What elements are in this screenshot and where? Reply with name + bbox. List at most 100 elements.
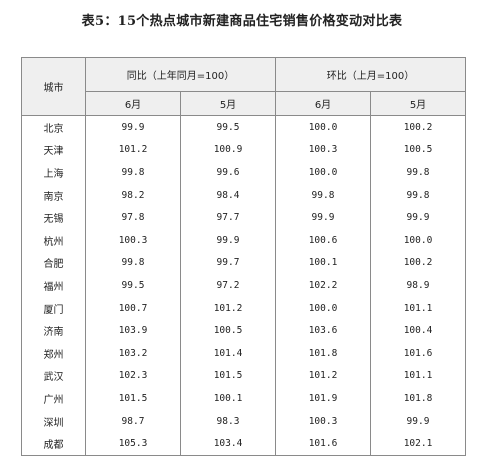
- mom-june-cell: 100.6: [275, 228, 371, 252]
- city-cell: 武汉: [21, 364, 86, 388]
- yoy-june-cell: 98.7: [85, 409, 181, 433]
- mom-may-cell: 100.2: [370, 115, 466, 139]
- mom-may-cell: 100.0: [370, 228, 466, 252]
- mom-may-cell: 99.8: [370, 183, 466, 207]
- mom-june-cell: 100.3: [275, 409, 371, 433]
- mom-may-cell: 100.5: [370, 138, 466, 162]
- mom-june-cell: 101.2: [275, 364, 371, 388]
- mom-may-cell: 101.1: [370, 364, 466, 388]
- table-title: 表5：15个热点城市新建商品住宅销售价格变动对比表: [81, 14, 403, 29]
- mom-june-cell: 101.9: [275, 387, 371, 410]
- mom-june-cell: 100.3: [275, 138, 371, 162]
- yoy-june-cell: 103.9: [85, 319, 181, 342]
- yoy-may-cell: 99.7: [180, 251, 276, 275]
- mom-june-cell: 99.9: [275, 206, 371, 229]
- price-comparison-table: 城市 同比（上年同月=100） 环比（上月=100） 6月 5月 6月 5月 北…: [21, 57, 466, 456]
- yoy-may-cell: 99.6: [180, 161, 276, 184]
- yoy-june-cell: 99.5: [85, 274, 181, 297]
- mom-june-cell: 102.2: [275, 274, 371, 297]
- table-body: 北京 99.9 99.5 100.0 100.2 天津 101.2 100.9 100.3 100…: [21, 115, 466, 456]
- yoy-may-cell: 101.2: [180, 296, 276, 320]
- mom-june-cell: 100.0: [275, 296, 371, 320]
- yoy-june-cell: 103.2: [85, 341, 181, 365]
- mom-june-cell: 99.8: [275, 183, 371, 207]
- yoy-may-cell: 100.1: [180, 387, 276, 410]
- mom-may-cell: 100.4: [370, 319, 466, 342]
- mom-may-cell: 99.9: [370, 409, 466, 433]
- yoy-june-cell: 98.2: [85, 183, 181, 207]
- mom-group-header: 环比（上月=100）: [275, 57, 466, 92]
- table-row: 深圳 98.7 98.3 100.3 99.9: [21, 409, 466, 433]
- yoy-may-cell: 99.9: [180, 228, 276, 252]
- yoy-june-cell: 99.9: [85, 115, 181, 139]
- yoy-may-cell: 101.5: [180, 364, 276, 388]
- mom-june-cell: 101.8: [275, 341, 371, 365]
- table-row: 济南 103.9 100.5 103.6 100.4: [21, 319, 466, 342]
- city-cell: 广州: [21, 387, 86, 410]
- yoy-june-cell: 97.8: [85, 206, 181, 229]
- mom-may-cell: 99.9: [370, 206, 466, 229]
- yoy-may-cell: 99.5: [180, 115, 276, 139]
- table-row: 广州 101.5 100.1 101.9 101.8: [21, 387, 466, 410]
- yoy-june-cell: 101.2: [85, 138, 181, 162]
- yoy-june-cell: 100.7: [85, 296, 181, 320]
- table-row: 厦门 100.7 101.2 100.0 101.1: [21, 296, 466, 320]
- mom-june-cell: 100.1: [275, 251, 371, 275]
- city-cell: 无锡: [21, 206, 86, 229]
- yoy-june-cell: 99.8: [85, 251, 181, 275]
- table-row: 北京 99.9 99.5 100.0 100.2: [21, 115, 466, 139]
- table-row: 合肥 99.8 99.7 100.1 100.2: [21, 251, 466, 275]
- yoy-may-header: 5月: [180, 91, 276, 116]
- mom-may-cell: 101.8: [370, 387, 466, 410]
- yoy-may-cell: 97.7: [180, 206, 276, 229]
- city-cell: 郑州: [21, 341, 86, 365]
- yoy-may-cell: 103.4: [180, 432, 276, 456]
- table-row: 福州 99.5 97.2 102.2 98.9: [21, 274, 466, 297]
- city-column-header: 城市: [21, 57, 86, 116]
- yoy-may-cell: 100.5: [180, 319, 276, 342]
- yoy-may-cell: 98.4: [180, 183, 276, 207]
- mom-may-cell: 102.1: [370, 432, 466, 456]
- mom-may-cell: 98.9: [370, 274, 466, 297]
- city-cell: 杭州: [21, 228, 86, 252]
- table-row: 郑州 103.2 101.4 101.8 101.6: [21, 341, 466, 365]
- mom-june-cell: 103.6: [275, 319, 371, 342]
- city-cell: 北京: [21, 115, 86, 139]
- yoy-june-cell: 100.3: [85, 228, 181, 252]
- mom-june-cell: 100.0: [275, 161, 371, 184]
- yoy-june-cell: 101.5: [85, 387, 181, 410]
- city-cell: 南京: [21, 183, 86, 207]
- table-row: 武汉 102.3 101.5 101.2 101.1: [21, 364, 466, 388]
- city-cell: 福州: [21, 274, 86, 297]
- yoy-june-cell: 99.8: [85, 161, 181, 184]
- table-row: 上海 99.8 99.6 100.0 99.8: [21, 161, 466, 184]
- table-row: 成都 105.3 103.4 101.6 102.1: [21, 432, 466, 456]
- yoy-june-header: 6月: [85, 91, 181, 116]
- yoy-group-header: 同比（上年同月=100）: [85, 57, 276, 92]
- mom-june-cell: 100.0: [275, 115, 371, 139]
- yoy-june-cell: 105.3: [85, 432, 181, 456]
- yoy-may-cell: 100.9: [180, 138, 276, 162]
- yoy-may-cell: 101.4: [180, 341, 276, 365]
- city-cell: 济南: [21, 319, 86, 342]
- mom-june-cell: 101.6: [275, 432, 371, 456]
- mom-may-cell: 100.2: [370, 251, 466, 275]
- city-cell: 深圳: [21, 409, 86, 433]
- city-cell: 上海: [21, 161, 86, 184]
- yoy-may-cell: 97.2: [180, 274, 276, 297]
- table-row: 无锡 97.8 97.7 99.9 99.9: [21, 206, 466, 229]
- yoy-may-cell: 98.3: [180, 409, 276, 433]
- city-cell: 成都: [21, 432, 86, 456]
- mom-may-cell: 101.6: [370, 341, 466, 365]
- city-cell: 合肥: [21, 251, 86, 275]
- yoy-june-cell: 102.3: [85, 364, 181, 388]
- city-cell: 厦门: [21, 296, 86, 320]
- table-row: 南京 98.2 98.4 99.8 99.8: [21, 183, 466, 207]
- mom-may-cell: 101.1: [370, 296, 466, 320]
- city-cell: 天津: [21, 138, 86, 162]
- mom-may-header: 5月: [370, 91, 466, 116]
- mom-june-header: 6月: [275, 91, 371, 116]
- table-row: 杭州 100.3 99.9 100.6 100.0: [21, 228, 466, 252]
- mom-may-cell: 99.8: [370, 161, 466, 184]
- table-row: 天津 101.2 100.9 100.3 100.5: [21, 138, 466, 162]
